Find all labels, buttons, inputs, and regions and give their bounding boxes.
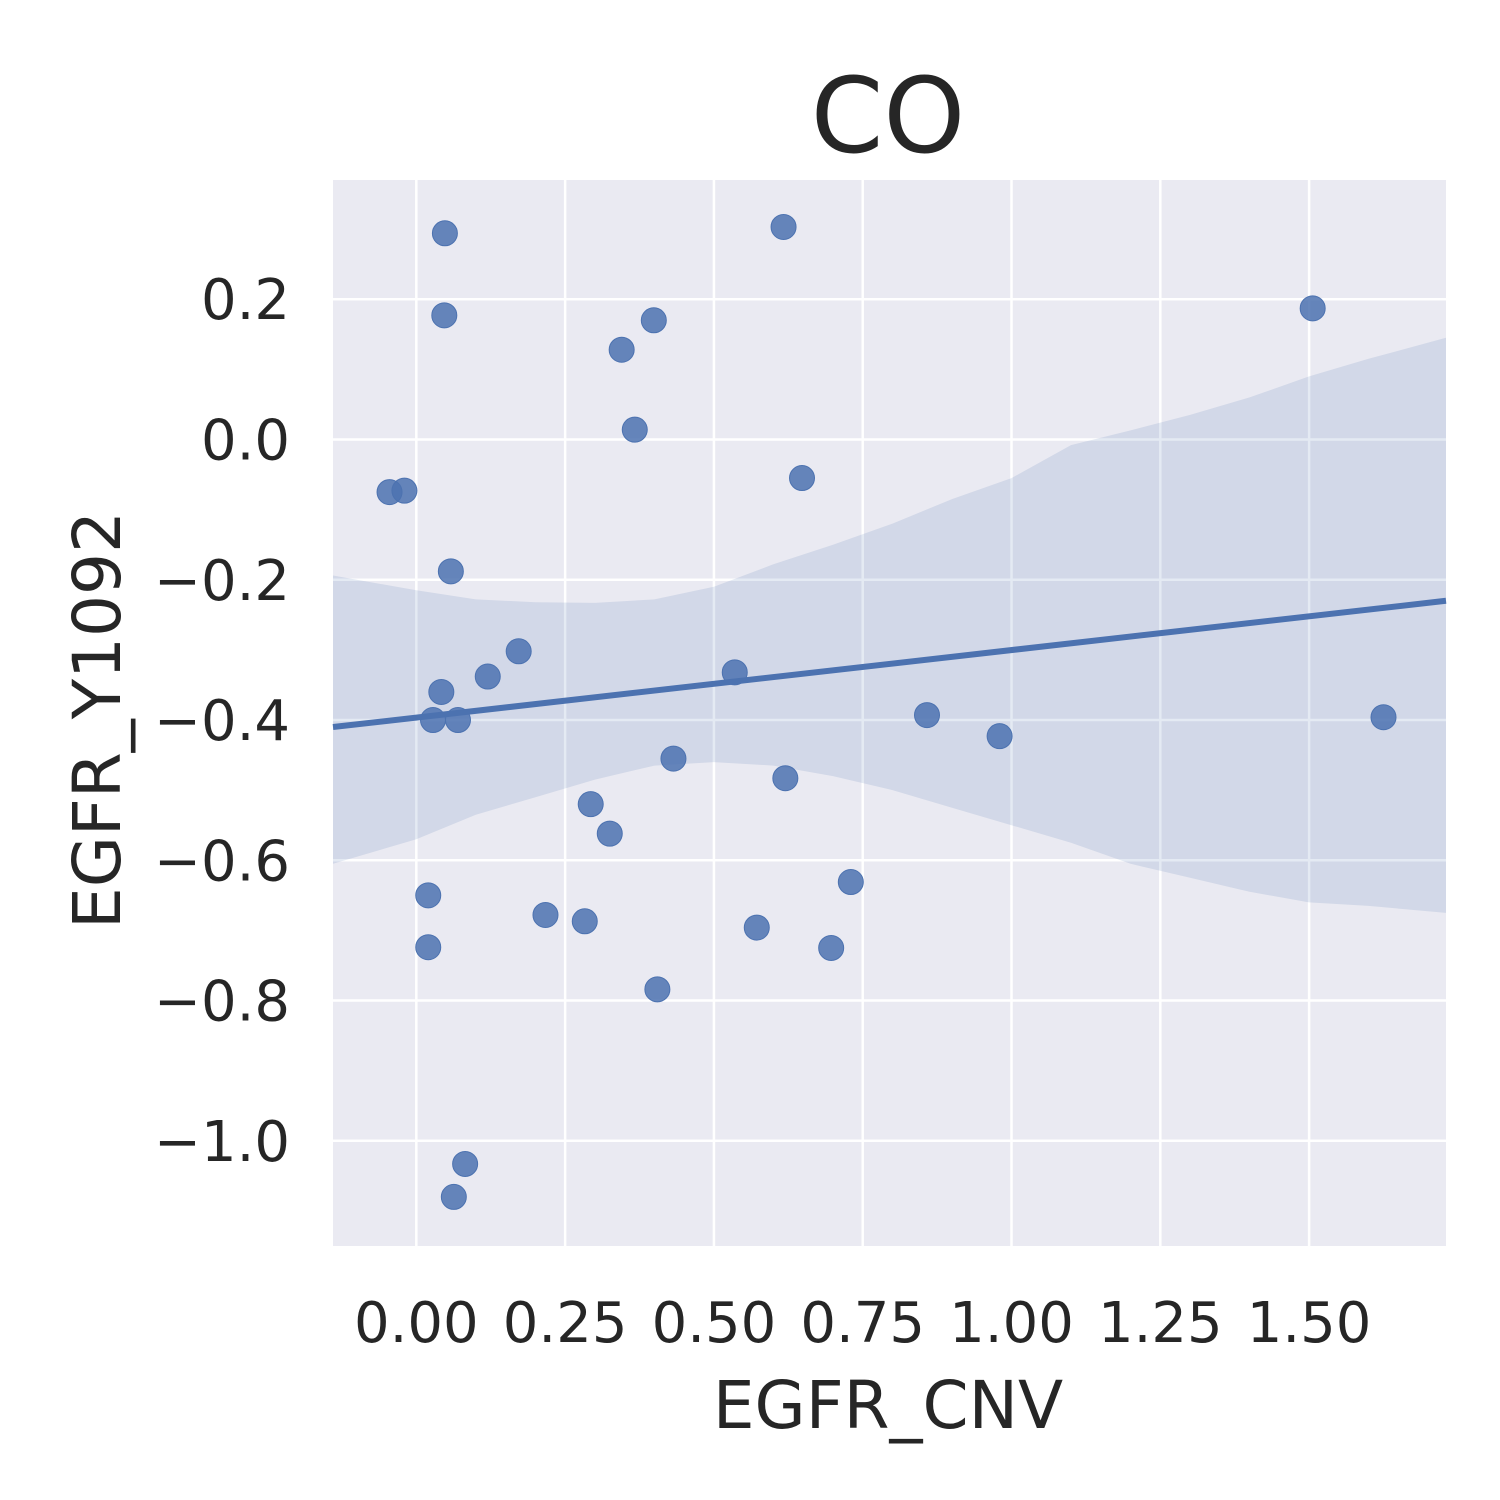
data-point (431, 302, 458, 329)
data-point (640, 307, 667, 334)
data-point (419, 707, 446, 734)
y-tick-label: 0.2 (201, 268, 290, 333)
data-point (474, 663, 501, 690)
y-tick-label: 0.0 (201, 408, 290, 473)
y-tick-labels: −1.0 −0.8 −0.6 −0.4 −0.2 0.0 0.2 (154, 268, 290, 1175)
x-tick-label: 0.00 (354, 1291, 479, 1356)
y-tick-label: −0.4 (154, 689, 290, 754)
y-tick-label: −1.0 (154, 1110, 290, 1175)
data-point (986, 723, 1013, 750)
plot-background (333, 180, 1446, 1246)
data-point (1370, 704, 1397, 731)
data-point (431, 220, 458, 247)
data-point (721, 659, 748, 686)
data-point (772, 765, 799, 792)
grid-lines (333, 180, 1446, 1246)
data-point (621, 416, 648, 443)
data-point (837, 869, 864, 896)
x-tick-label: 1.50 (1247, 1291, 1372, 1356)
data-point (532, 901, 559, 928)
y-tick-label: −0.6 (154, 829, 290, 894)
data-point (577, 791, 604, 818)
data-point (596, 820, 623, 847)
data-point (415, 882, 442, 909)
data-point (913, 702, 940, 729)
y-tick-label: −0.2 (154, 549, 290, 614)
data-point (789, 465, 816, 492)
regression-line (332, 597, 1447, 731)
y-tick-label: −0.8 (154, 970, 290, 1035)
data-point (437, 558, 464, 585)
x-axis-title: EGFR_CNV (713, 1367, 1063, 1444)
data-point (452, 1150, 479, 1177)
data-points (376, 213, 1397, 1210)
data-point (428, 678, 455, 705)
data-point (644, 976, 671, 1003)
y-axis-title: EGFR_Y1092 (59, 511, 136, 929)
data-point (818, 934, 845, 961)
confidence-band (333, 337, 1446, 913)
data-point (1299, 295, 1326, 322)
x-tick-label: 1.25 (1098, 1291, 1223, 1356)
x-tick-label: 0.50 (652, 1291, 777, 1356)
data-point (770, 213, 797, 240)
data-point (391, 477, 418, 504)
data-point (743, 914, 770, 941)
chart-title: CO (811, 55, 965, 177)
data-point (660, 745, 687, 772)
x-tick-labels: 0.00 0.25 0.50 0.75 1.00 1.25 1.50 (354, 1291, 1371, 1356)
x-tick-label: 1.00 (949, 1291, 1074, 1356)
x-tick-label: 0.25 (503, 1291, 628, 1356)
data-point (440, 1183, 467, 1210)
data-point (505, 638, 532, 665)
data-point (571, 908, 598, 935)
data-point (444, 707, 471, 734)
data-point (608, 336, 635, 363)
data-point (415, 934, 442, 961)
x-tick-label: 0.75 (800, 1291, 925, 1356)
